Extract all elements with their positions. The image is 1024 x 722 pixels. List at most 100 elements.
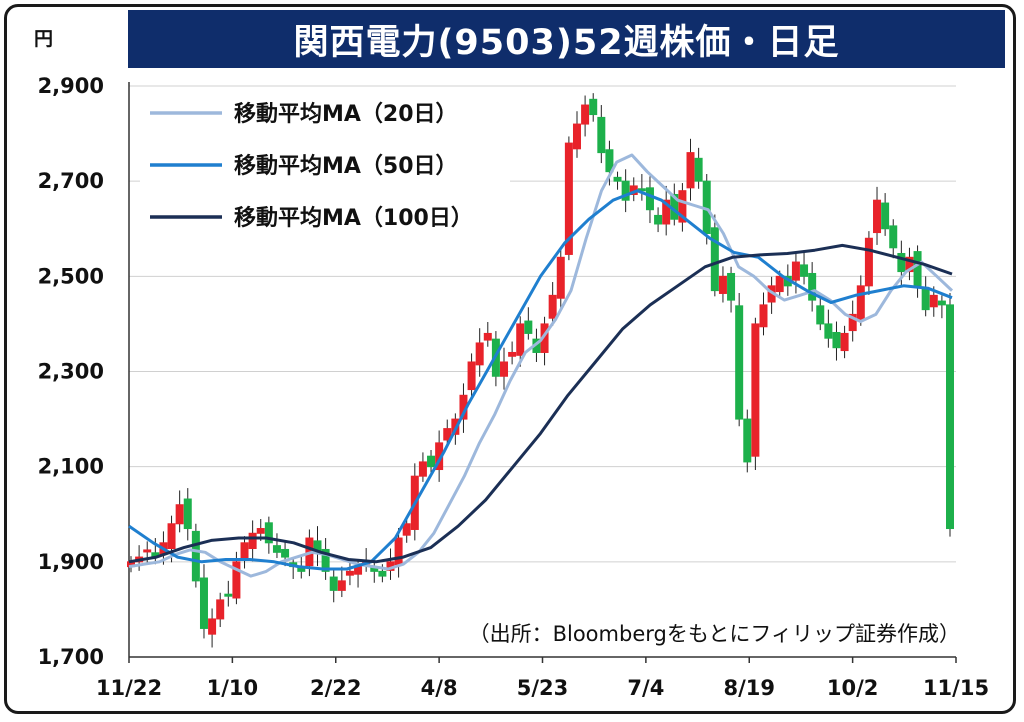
candle-body <box>548 294 557 319</box>
legend-label: 移動平均MA（100日） <box>234 205 473 231</box>
candle-body <box>873 199 882 234</box>
candle-body <box>791 261 800 281</box>
candle-body <box>402 523 411 536</box>
candle-body <box>500 361 509 377</box>
x-tick-label: 10/2 <box>827 676 879 700</box>
candle-body <box>775 275 784 293</box>
legend-label: 移動平均MA（20日） <box>234 101 458 127</box>
candle-body <box>800 264 809 277</box>
candle-body <box>256 528 265 534</box>
candle-body <box>735 305 744 420</box>
candle-body <box>605 149 614 173</box>
y-tick-label: 2,700 <box>38 169 104 193</box>
candle-body <box>824 323 833 339</box>
candle-body <box>581 104 590 125</box>
candle-body <box>832 331 841 349</box>
candle-body <box>264 522 273 544</box>
candle-body <box>710 227 719 292</box>
candle-body <box>840 332 849 352</box>
candle-body <box>175 504 184 525</box>
candle-body <box>321 548 330 572</box>
x-tick-label: 7/4 <box>627 676 664 700</box>
candle-body <box>694 157 703 182</box>
candle-body <box>167 523 176 550</box>
title-bar: 関西電力(9503)52週株価・日足 <box>128 10 1005 68</box>
y-axis-ticks: 1,700 1,900 2,100 2,300 2,500 2,700 2,900 <box>38 74 104 669</box>
x-tick-label: 4/8 <box>421 676 458 700</box>
candle-body <box>378 570 387 577</box>
candle-body <box>516 323 525 356</box>
candle-body <box>816 305 825 325</box>
candle-body <box>848 313 857 332</box>
candle-body <box>475 342 484 366</box>
y-tick-label: 2,300 <box>38 360 104 384</box>
candle-body <box>418 461 427 477</box>
candle-body <box>524 320 533 334</box>
candle-body <box>808 272 817 301</box>
candle-body <box>183 498 192 530</box>
candle-body <box>191 530 200 582</box>
candle-body <box>272 545 281 553</box>
candle-body <box>216 599 225 620</box>
candle-body <box>897 252 906 273</box>
candle-body <box>613 176 622 182</box>
chart-title: 関西電力(9503)52週株価・日足 <box>293 22 840 63</box>
ma50-line <box>128 189 953 571</box>
x-tick-label: 8/19 <box>723 676 775 700</box>
candle-body <box>556 256 565 299</box>
candle-body <box>621 180 630 201</box>
candle-body <box>921 288 930 311</box>
x-tick-label: 2/22 <box>310 676 362 700</box>
candle-body <box>856 285 865 321</box>
candle-body <box>743 418 752 463</box>
candle-body <box>946 304 954 530</box>
legend-label: 移動平均MA（50日） <box>234 153 458 179</box>
y-tick-label: 2,900 <box>38 74 104 98</box>
candle-body <box>443 428 452 441</box>
candle-body <box>905 256 914 273</box>
candle-body <box>329 576 338 591</box>
candle-body <box>929 294 938 308</box>
candle-body <box>508 351 517 357</box>
candle-body <box>654 214 663 225</box>
candle-body <box>281 548 290 558</box>
candle-body <box>645 187 654 211</box>
candle-body <box>240 542 249 560</box>
candle-body <box>881 202 890 230</box>
candle-body <box>208 618 217 635</box>
candle-body <box>597 116 606 154</box>
candle-body <box>337 580 346 591</box>
x-tick-label: 11/22 <box>96 676 162 700</box>
candle-body <box>759 304 768 328</box>
candle-body <box>564 142 573 255</box>
y-tick-label: 2,500 <box>38 264 104 288</box>
ma20-line <box>128 153 954 578</box>
candle-body <box>345 570 354 576</box>
y-tick-label: 1,700 <box>38 645 104 669</box>
candle-body <box>913 251 922 287</box>
candle-body <box>678 190 687 223</box>
candle-body <box>686 152 695 189</box>
candle-body <box>143 549 152 553</box>
candle-body <box>572 123 581 150</box>
candle-body <box>224 593 233 597</box>
candle-body <box>394 537 403 566</box>
candle-body <box>864 237 873 287</box>
moving-average-lines <box>128 153 954 578</box>
candle-body <box>248 532 257 550</box>
candle-body <box>751 323 760 457</box>
candle-body <box>467 361 476 391</box>
candle-body <box>483 332 492 341</box>
y-unit-label: 円 <box>34 28 54 50</box>
candle-body <box>889 225 898 249</box>
x-axis-ticks: 11/22 1/10 2/22 4/8 5/23 7/4 8/19 10/2 11/15 <box>96 657 989 700</box>
x-tick-label: 1/10 <box>207 676 259 700</box>
candle-body <box>727 272 736 301</box>
source-note: （出所：Bloombergをもとにフィリップ証券作成） <box>469 622 960 646</box>
legend: 移動平均MA（20日） 移動平均MA（50日） 移動平均MA（100日） <box>140 92 510 240</box>
ma100-line <box>128 243 953 564</box>
candle-body <box>199 577 208 629</box>
candle-body <box>718 275 727 294</box>
candle-body <box>662 199 671 225</box>
